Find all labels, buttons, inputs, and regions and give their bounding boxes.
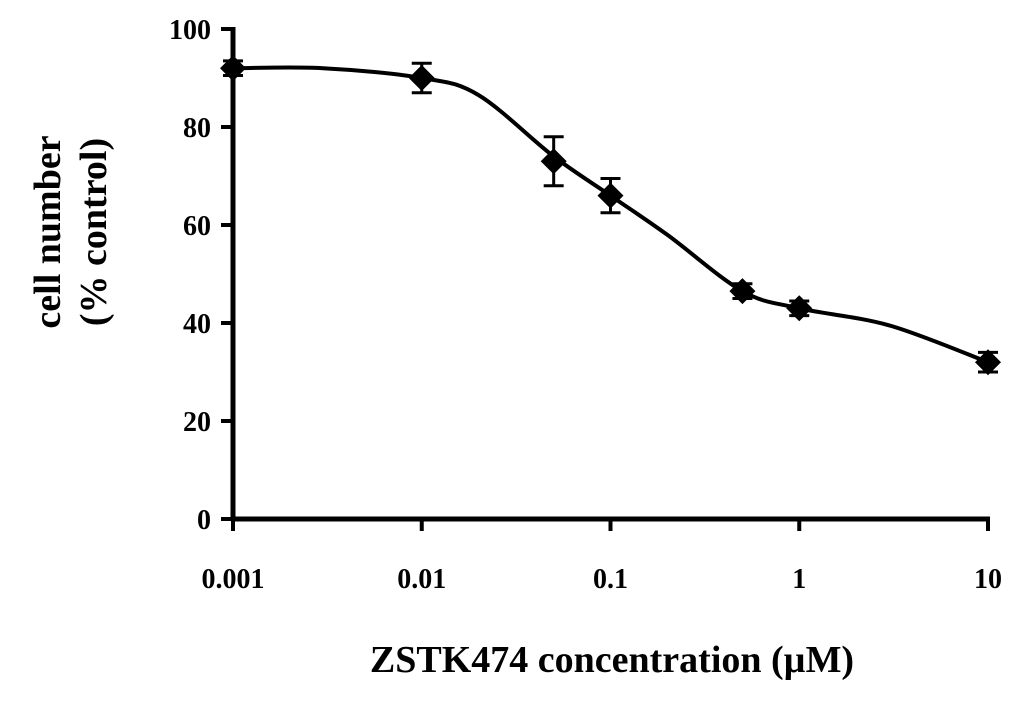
x-tick-label: 0.01: [397, 564, 446, 595]
data-point-diamond: [220, 55, 246, 82]
y-tick-label: 0: [197, 505, 211, 536]
x-tick-label: 0.1: [593, 564, 628, 595]
x-axis-title: ZSTK474 concentration (µM): [370, 639, 854, 681]
x-tick-label: 0.001: [202, 564, 265, 595]
x-tick-label: 1: [792, 564, 806, 595]
data-point-diamond: [597, 182, 624, 209]
fit-curve-layer: [231, 65, 990, 365]
y-tick-label: 60: [183, 211, 211, 242]
y-tick-label: 100: [169, 15, 211, 46]
data-point-diamond: [408, 65, 435, 91]
axes: 0 20 40 60 80 100 0.001 0.01 0.1 1 10: [169, 15, 1002, 595]
data-point-diamond: [729, 278, 756, 305]
y-axis-title: cell number (% control): [27, 135, 115, 328]
fit-curve: [231, 65, 990, 365]
data-point-diamond: [975, 349, 1001, 376]
y-axis-title-line1: cell number: [27, 135, 69, 328]
y-axis-title-line2: (% control): [73, 138, 115, 326]
data-point-diamond: [540, 148, 567, 175]
y-tick-label: 20: [183, 407, 211, 438]
data-point-diamond: [786, 295, 813, 322]
data-points-layer: [220, 55, 1001, 376]
y-tick-label: 80: [183, 113, 211, 144]
x-tick-label: 10: [974, 564, 1002, 595]
y-tick-label: 40: [183, 309, 211, 340]
